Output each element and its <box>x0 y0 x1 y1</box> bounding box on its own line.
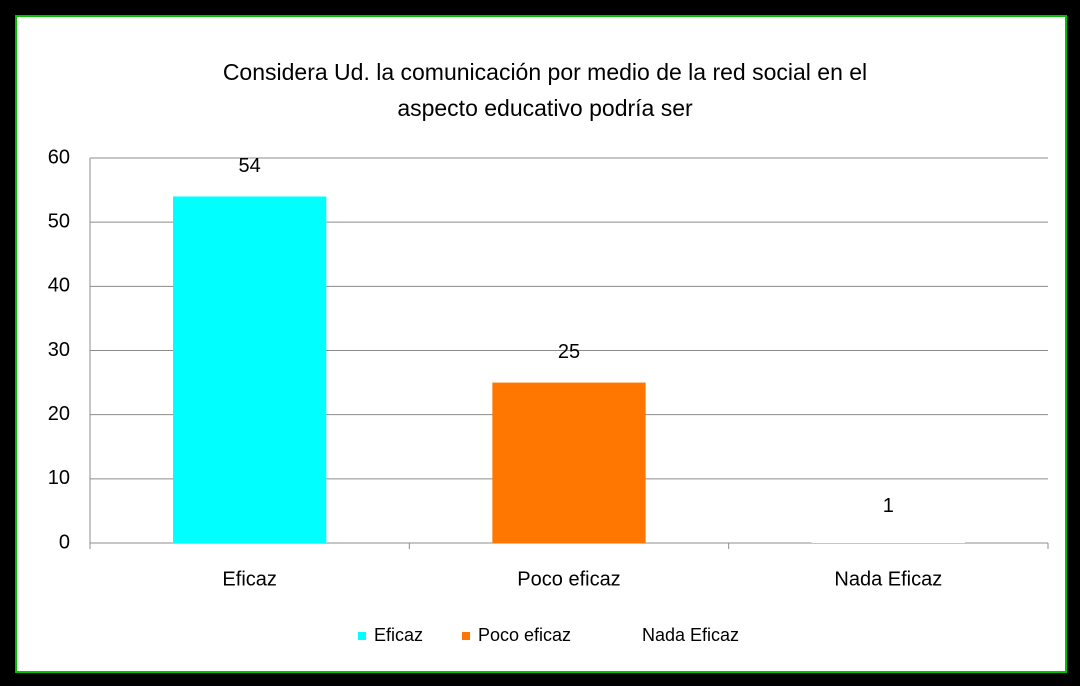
bar <box>173 196 327 543</box>
legend-label: Poco eficaz <box>478 625 571 645</box>
x-tick-label: Nada Eficaz <box>834 568 942 590</box>
bar <box>492 382 646 543</box>
y-tick-label: 60 <box>48 146 70 168</box>
y-tick-label: 0 <box>59 531 70 553</box>
data-label: 25 <box>558 341 580 363</box>
legend-label: Eficaz <box>374 625 423 645</box>
y-tick-label: 40 <box>48 275 70 297</box>
y-tick-label: 10 <box>48 467 70 489</box>
y-tick-label: 20 <box>48 403 70 425</box>
legend-label: Nada Eficaz <box>642 625 739 645</box>
legend-swatch <box>358 632 366 640</box>
chart-title: Considera Ud. la comunicación por medio … <box>223 59 867 85</box>
y-tick-label: 30 <box>48 339 70 361</box>
data-label: 54 <box>239 155 261 177</box>
chart-title: aspecto educativo podría ser <box>397 95 693 121</box>
x-tick-label: Poco eficaz <box>517 568 620 590</box>
bar <box>811 536 965 543</box>
y-tick-label: 50 <box>48 210 70 232</box>
x-tick-label: Eficaz <box>222 568 276 590</box>
legend-swatch <box>462 632 470 640</box>
data-label: 1 <box>883 495 894 517</box>
legend-swatch <box>626 632 634 640</box>
